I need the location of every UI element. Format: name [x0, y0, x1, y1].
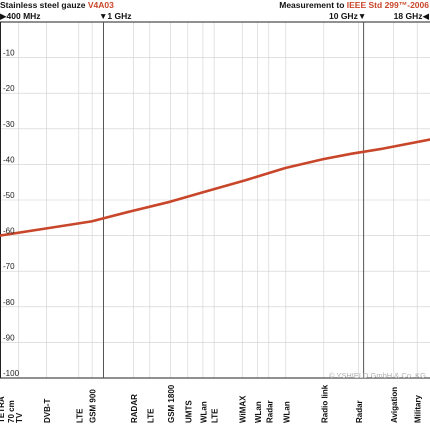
attenuation-curve [0, 138, 430, 237]
y-tick-label: -100 [3, 369, 20, 378]
y-tick-label: -50 [3, 191, 15, 200]
y-tick-label: -90 [3, 333, 15, 342]
freq-marker-1ghz: ▼1 GHz [99, 11, 132, 21]
y-tick-label: -30 [3, 120, 15, 129]
y-tick-label: -40 [3, 155, 15, 164]
band-label: WLan [254, 401, 263, 423]
y-axis-ticks: -10 -20 -30 -40 -50 -60 -70 -80 -90 -100 [3, 49, 20, 378]
band-label: GSM 900 [89, 389, 98, 423]
y-tick-label: -10 [3, 49, 15, 58]
copyright-notice: © YSHIELD GmbH & Co. KG [328, 371, 426, 380]
band-label: Radar [265, 400, 274, 423]
band-label: TETRA [0, 396, 6, 423]
band-label: LTE [75, 408, 84, 423]
band-label: 70 cm [7, 400, 16, 423]
y-tick-label: -60 [3, 227, 15, 236]
measurement-standard: Measurement to IEEE Std 299™-2006 [279, 0, 429, 10]
freq-marker-10ghz: 10 GHz▼ [329, 11, 367, 21]
band-label: Radio link [320, 384, 329, 423]
freq-end-label: 18 GHz◀ [393, 11, 429, 21]
attenuation-curve-group [0, 138, 430, 237]
band-label: DVB-T [43, 398, 52, 423]
band-label: Military [414, 394, 423, 423]
measurement-highlight: IEEE Std 299™-2006 [346, 0, 429, 10]
band-label: WLan [199, 401, 208, 423]
material-highlight: V4A03 [87, 0, 114, 10]
band-label: Avigation [390, 387, 399, 423]
freq-start-label: ▶400 MHz [0, 11, 41, 21]
band-label: GSM 1800 [167, 384, 176, 423]
chart-header: Stainless steel gauze V4A03 Measurement … [0, 0, 430, 22]
band-label: TV [15, 412, 24, 423]
band-label: LTE [211, 408, 220, 423]
y-tick-label: -70 [3, 262, 15, 271]
measurement-prefix: Measurement to [279, 0, 347, 10]
material-prefix: Stainless steel gauze [0, 0, 88, 10]
material-title: Stainless steel gauze V4A03 [0, 0, 114, 10]
band-label: Radar [355, 400, 364, 423]
band-label: LTE [146, 408, 155, 423]
band-labels: TETRA 70 cm TV DVB-T LTE GSM 900 RADAR LTE GSM 1… [0, 384, 423, 423]
band-label: WLan [282, 401, 291, 423]
y-tick-label: -20 [3, 84, 15, 93]
band-label: WiMAX [239, 395, 248, 423]
y-tick-label: -80 [3, 298, 15, 307]
band-label: UMTS [184, 400, 193, 423]
band-label: RADAR [130, 394, 139, 423]
frequency-markers [103, 22, 365, 378]
grid [0, 21, 430, 379]
